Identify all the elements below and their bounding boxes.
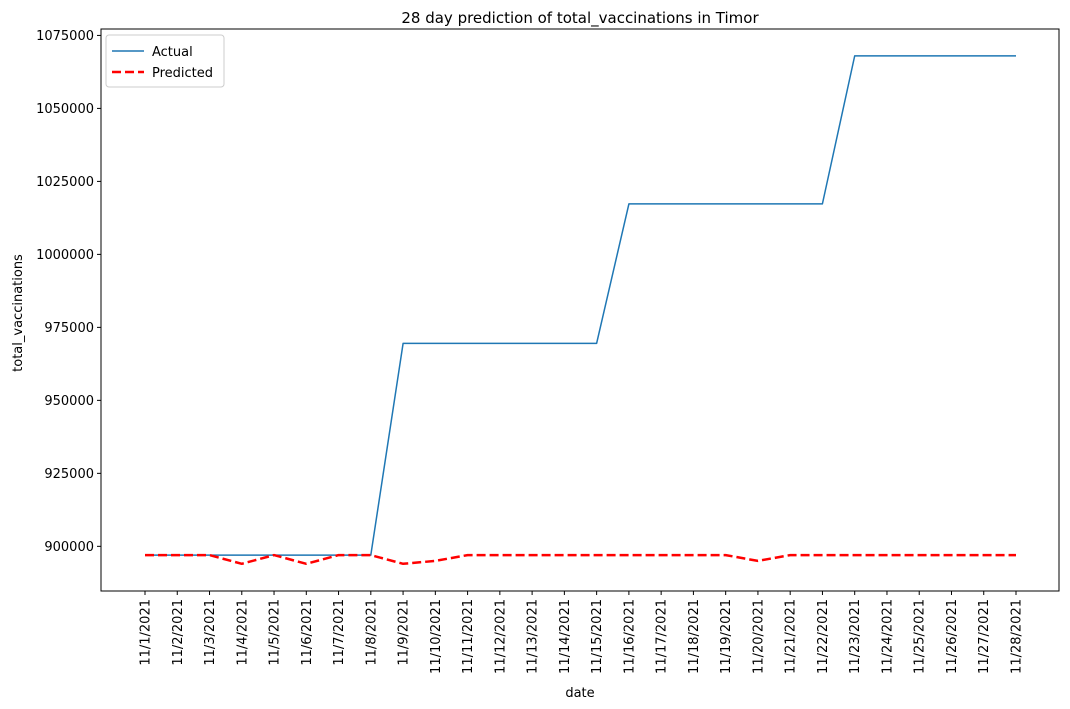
x-tick-label: 11/17/2021 — [655, 599, 670, 674]
x-tick-label: 11/4/2021 — [235, 599, 250, 666]
x-tick-label: 11/12/2021 — [493, 599, 508, 674]
y-tick-label: 975000 — [44, 321, 94, 336]
x-tick-label: 11/22/2021 — [816, 599, 831, 674]
x-tick-label: 11/15/2021 — [590, 599, 605, 674]
x-tick-label: 11/26/2021 — [945, 599, 960, 674]
x-tick-label: 11/14/2021 — [558, 599, 573, 674]
y-tick-label: 1050000 — [36, 102, 94, 117]
legend: Actual Predicted — [105, 34, 225, 88]
x-tick-label: 11/6/2021 — [300, 599, 315, 666]
y-tick-label: 900000 — [44, 540, 94, 555]
x-tick-label: 11/28/2021 — [1010, 599, 1025, 674]
x-tick-label: 11/8/2021 — [364, 599, 379, 666]
x-tick-label: 11/5/2021 — [268, 599, 283, 666]
x-tick-label: 11/7/2021 — [332, 599, 347, 666]
y-tick-label: 1075000 — [36, 29, 94, 44]
series-line-predicted — [145, 553, 1016, 566]
x-tick-label: 11/20/2021 — [751, 599, 766, 674]
y-tick-label: 950000 — [44, 394, 94, 409]
y-axis-title: total_vaccinations — [11, 254, 26, 372]
x-tick-label: 11/2/2021 — [171, 599, 186, 666]
chart-title: 28 day prediction of total_vaccinations … — [401, 9, 759, 28]
series-layer — [145, 55, 1016, 566]
plot-area-frame — [100, 28, 1060, 592]
legend-box — [105, 34, 225, 88]
x-axis-title: date — [565, 686, 594, 701]
x-tick-label: 11/27/2021 — [977, 599, 992, 674]
x-tick-label: 11/16/2021 — [622, 599, 637, 674]
x-tick-label: 11/18/2021 — [687, 599, 702, 674]
legend-label-predicted: Predicted — [152, 66, 213, 81]
x-tick-label: 11/13/2021 — [526, 599, 541, 674]
legend-label-actual: Actual — [152, 45, 193, 60]
x-tick-label: 11/1/2021 — [139, 599, 154, 666]
x-tick-label: 11/23/2021 — [848, 599, 863, 674]
x-axis: 11/1/2021 11/2/2021 11/3/2021 11/4/2021 11/5… — [139, 591, 1025, 674]
x-tick-label: 11/21/2021 — [784, 599, 799, 674]
y-axis: 900000 925000 950000 975000 1000000 1025000 10… — [36, 29, 101, 555]
x-tick-label: 11/25/2021 — [913, 599, 928, 674]
y-tick-label: 1000000 — [36, 248, 94, 263]
x-tick-label: 11/10/2021 — [429, 599, 444, 674]
x-tick-label: 11/24/2021 — [880, 599, 895, 674]
x-tick-label: 11/11/2021 — [461, 599, 476, 674]
y-tick-label: 1025000 — [36, 175, 94, 190]
x-tick-label: 11/9/2021 — [397, 599, 412, 666]
series-line-actual — [145, 55, 1016, 556]
x-tick-label: 11/3/2021 — [203, 599, 218, 666]
x-tick-label: 11/19/2021 — [719, 599, 734, 674]
y-tick-label: 925000 — [44, 467, 94, 482]
